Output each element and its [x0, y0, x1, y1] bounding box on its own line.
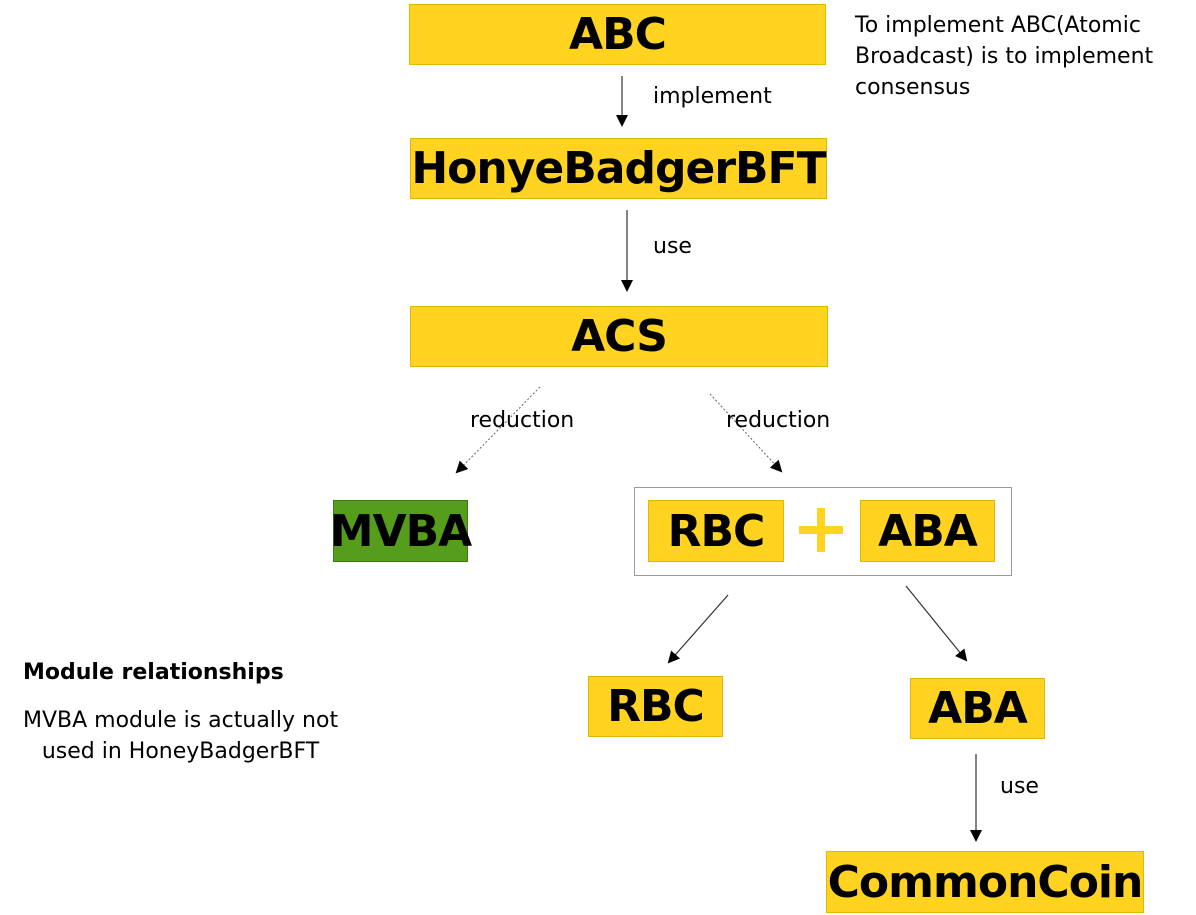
edge-label-use-coin: use — [1000, 774, 1039, 799]
legend-note: MVBA module is actually not used in Hone… — [23, 705, 338, 767]
node-abc: ABC — [409, 4, 826, 65]
arrow-group-to-aba — [905, 585, 968, 662]
arrow-group-to-rbc — [667, 594, 729, 664]
node-honeybadger: HonyeBadgerBFT — [410, 138, 827, 199]
abc-note-line: Broadcast) is to implement — [855, 44, 1154, 69]
node-aba-group: ABA — [860, 500, 995, 562]
legend-title: Module relationships — [23, 660, 284, 685]
legend-note-line: used in HoneyBadgerBFT — [41, 739, 320, 764]
abc-note-line: consensus — [855, 75, 971, 100]
plus-icon — [799, 508, 843, 552]
legend-note-line: MVBA module is actually not — [23, 708, 339, 733]
node-mvba: MVBA — [330, 500, 472, 562]
node-rbc-group: RBC — [648, 500, 784, 562]
node-rbc: RBC — [588, 676, 723, 737]
edge-label-implement: implement — [653, 84, 772, 109]
edge-label-reduction-mvba: reduction — [470, 408, 575, 433]
edge-label-reduction-group: reduction — [726, 408, 831, 433]
abc-note-line: To implement ABC(Atomic — [855, 13, 1141, 38]
node-commoncoin: CommonCoin — [826, 851, 1144, 913]
arrow-acs-to-group — [709, 393, 783, 473]
abc-note: To implement ABC(Atomic Broadcast) is to… — [855, 10, 1153, 103]
node-aba: ABA — [910, 678, 1045, 739]
node-acs: ACS — [410, 306, 828, 367]
edge-label-use-acs: use — [653, 234, 692, 259]
